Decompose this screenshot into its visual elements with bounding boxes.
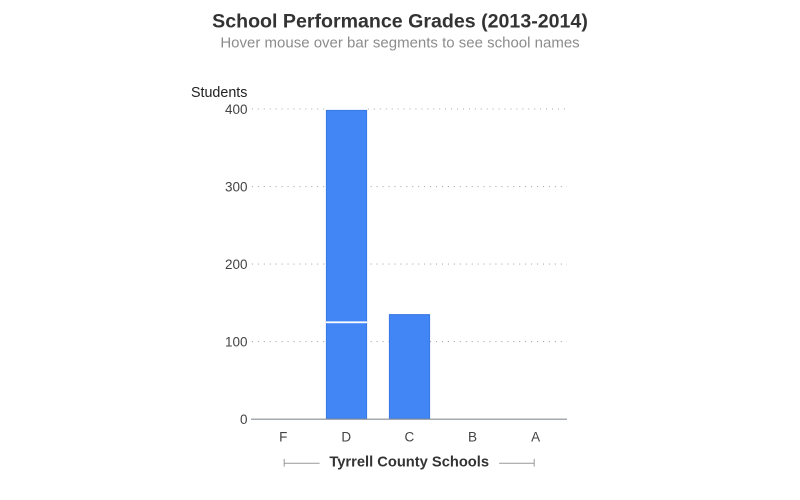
svg-text:Hover mouse over bar segments: Hover mouse over bar segments to see sch…: [220, 34, 579, 51]
svg-text:F: F: [279, 429, 287, 444]
svg-text:300: 300: [225, 179, 248, 194]
svg-text:D: D: [341, 429, 351, 444]
svg-text:200: 200: [225, 257, 248, 272]
svg-text:B: B: [468, 429, 477, 444]
svg-text:School Performance Grades (201: School Performance Grades (2013-2014): [212, 10, 588, 32]
svg-text:A: A: [531, 429, 540, 444]
svg-text:C: C: [405, 429, 415, 444]
svg-text:Tyrrell County Schools: Tyrrell County Schools: [329, 455, 489, 471]
svg-text:100: 100: [225, 334, 248, 349]
svg-text:Students: Students: [191, 85, 247, 101]
svg-text:400: 400: [225, 102, 248, 117]
svg-text:0: 0: [240, 412, 248, 427]
